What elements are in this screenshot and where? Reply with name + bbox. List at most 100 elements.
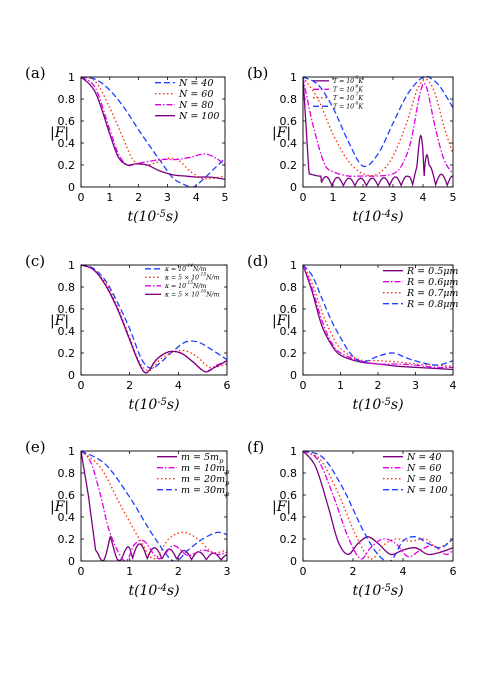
x-tick-label: 4 — [193, 191, 200, 204]
x-tick-label: 3 — [390, 191, 397, 204]
y-tick-label: 0.4 — [58, 511, 76, 524]
x-tick-label: 4 — [420, 191, 427, 204]
legend-entry: κ = 10-15N/m — [164, 281, 207, 290]
y-tick-label: 1 — [290, 71, 297, 84]
legend-entry: N = 100 — [406, 485, 447, 496]
y-tick-label: 0.6 — [58, 115, 76, 128]
legend-entry: T = 10-5K — [333, 76, 363, 85]
series-line — [303, 450, 453, 556]
legend: N = 40N = 60N = 80N = 100 — [155, 78, 219, 122]
chart-panel: (d) |F| t(10-5s) 0 1 2 3 4 0 0.2 0.4 0.6 0.8 1 R = 0.5… — [247, 252, 458, 413]
y-axis-label: |F| — [272, 499, 291, 515]
y-tick-label: 0 — [68, 369, 75, 382]
x-tick-label: 5 — [222, 191, 229, 204]
series-line — [303, 76, 453, 177]
y-tick-label: 0.6 — [280, 303, 298, 316]
legend-entry: N = 60 — [178, 89, 213, 100]
legend-entry: N = 100 — [178, 111, 219, 122]
series-line — [303, 450, 453, 560]
x-tick-label: 3 — [164, 191, 171, 204]
legend-entry: N = 40 — [178, 78, 213, 89]
series-line — [81, 450, 227, 560]
y-tick-label: 1 — [68, 445, 75, 458]
series-line — [81, 76, 225, 180]
legend-entry: m = 5mp — [181, 452, 224, 465]
x-tick-label: 2 — [360, 191, 367, 204]
y-tick-label: 0.2 — [58, 159, 76, 172]
plot-frame — [302, 264, 454, 376]
x-tick-label: 2 — [175, 565, 182, 578]
x-tick-label: 0 — [78, 379, 85, 392]
y-tick-label: 0.8 — [280, 467, 298, 480]
legend: T = 10-5KT = 10-6KT = 10-7KT = 10-8K — [313, 76, 363, 111]
x-tick-label: 2 — [375, 379, 382, 392]
legend-entry: N = 80 — [178, 100, 213, 111]
legend-entry: m = 10mp — [181, 463, 230, 476]
y-tick-label: 0.6 — [280, 489, 298, 502]
chart-panel: (e)|F|t(10-4s)0 1 2 300.20.40.60.81 m = 5mpm… — [25, 438, 231, 599]
series-line — [303, 76, 453, 168]
y-tick-label: 0.4 — [58, 325, 76, 338]
y-tick-label: 1 — [290, 445, 297, 458]
x-tick-label: 4 — [175, 379, 182, 392]
series-group — [303, 450, 453, 561]
x-tick-label: 2 — [126, 379, 133, 392]
legend-entry: T = 10-6K — [333, 85, 363, 94]
plot-frame — [80, 76, 226, 188]
y-tick-label: 0.6 — [280, 115, 298, 128]
x-tick-label: 1 — [337, 379, 344, 392]
x-tick-label: 1 — [330, 191, 337, 204]
legend-entry: T = 10-7K — [333, 93, 363, 102]
series-line — [81, 76, 225, 167]
plot-frame — [302, 76, 454, 188]
x-axis-label: t(10-4s) — [352, 209, 403, 225]
legend-entry: R = 0.5μm — [406, 266, 458, 277]
series-group — [303, 264, 453, 371]
series-line — [81, 76, 225, 180]
legend-entry: m = 30mp — [181, 485, 230, 498]
series-line — [81, 264, 227, 372]
y-tick-label: 0.4 — [280, 137, 298, 150]
y-tick-label: 0 — [68, 181, 75, 194]
plot-frame — [80, 450, 228, 562]
y-tick-label: 0.4 — [280, 511, 298, 524]
legend-entry: κ = 5 × 10-15N/m — [164, 273, 220, 282]
y-tick-label: 0.4 — [280, 325, 298, 338]
panel-label: (d) — [247, 252, 268, 270]
plot-frame — [302, 450, 454, 562]
panel-label: (e) — [25, 438, 46, 456]
y-tick-label: 0.6 — [58, 303, 76, 316]
y-tick-label: 0.2 — [280, 347, 298, 360]
y-axis-label: |F| — [272, 125, 291, 141]
series-line — [81, 450, 227, 561]
legend-entry: N = 80 — [406, 474, 441, 485]
legend-entry: R = 0.8μm — [406, 299, 458, 310]
y-tick-label: 0.2 — [58, 533, 76, 546]
series-line — [81, 450, 227, 561]
x-tick-label: 6 — [450, 565, 457, 578]
series-group — [81, 450, 227, 561]
x-tick-label: 5 — [450, 191, 457, 204]
series-line — [81, 264, 227, 370]
legend-entry: m = 20mp — [181, 474, 230, 487]
panel-label: (f) — [247, 438, 264, 456]
legend-entry: T = 10-8K — [333, 102, 363, 111]
legend-entry: R = 0.7μm — [406, 288, 458, 299]
chart-panel: (f)|F|t(10-5s)0 2 4 600.20.40.60.81 N = 40N … — [247, 438, 457, 599]
x-axis-label: t(10-5s) — [128, 397, 179, 413]
x-tick-label: 1 — [106, 191, 113, 204]
chart-panel: (b) |F| t(10-4s) 0 1 2 3 4 5 0 0.2 0.4 0.6 0.8 1 T = 10… — [247, 64, 457, 225]
y-axis-label: |F| — [50, 125, 69, 141]
plot-frame — [80, 264, 228, 376]
legend-entry: R = 0.6μm — [406, 277, 458, 288]
series-line — [303, 264, 453, 366]
chart-panel: (a) |F| t(10-5s) 0 1 2 3 4 5 0 0.2 0.4 0.6 0.8 1 N = 40… — [25, 64, 229, 225]
y-tick-label: 0.8 — [280, 281, 298, 294]
y-tick-label: 0 — [290, 555, 297, 568]
y-tick-label: 0.2 — [58, 347, 76, 360]
series-line — [81, 76, 225, 187]
series-group — [81, 264, 227, 374]
x-tick-label: 4 — [450, 379, 457, 392]
